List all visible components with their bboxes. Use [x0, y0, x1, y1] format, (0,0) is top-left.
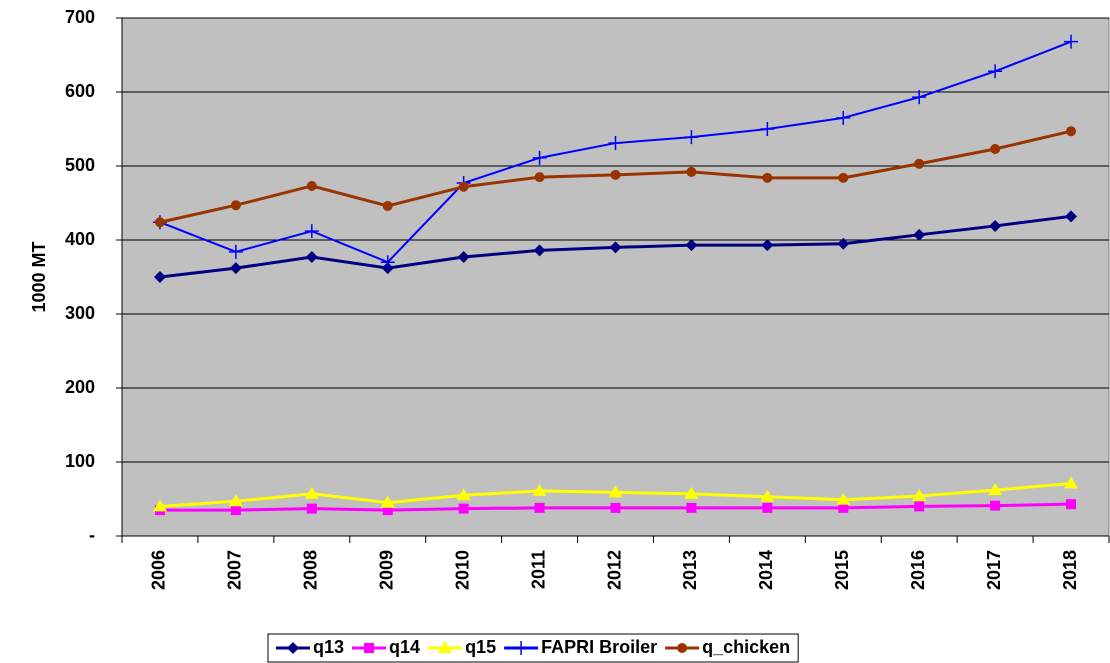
y-tick-label: 600 [65, 81, 95, 101]
data-point [838, 502, 849, 513]
y-tick-label: 700 [65, 7, 95, 27]
data-point [382, 505, 393, 516]
data-point [685, 239, 698, 252]
data-point [684, 130, 699, 145]
x-tick-label: 2007 [225, 550, 245, 590]
data-point [152, 499, 167, 512]
data-point [230, 200, 241, 211]
data-point [608, 485, 623, 498]
data-point [837, 237, 850, 250]
data-point [229, 262, 242, 275]
data-point [382, 200, 393, 211]
legend: q13 q14 q15 FAPRI Broiler q_chicken [267, 633, 799, 663]
data-point [912, 489, 927, 502]
data-point [1066, 499, 1077, 510]
y-tick-label: 300 [65, 303, 95, 323]
legend-marker [364, 643, 375, 653]
data-point [305, 251, 318, 264]
data-point [914, 158, 925, 169]
x-tick-label: 2017 [984, 550, 1004, 590]
data-point [990, 500, 1001, 511]
data-point [533, 244, 546, 257]
data-point [608, 136, 623, 151]
data-point [153, 271, 166, 283]
data-point [760, 122, 775, 136]
data-point [1064, 476, 1079, 489]
data-point [532, 483, 547, 496]
data-point [760, 489, 775, 502]
legend-label: q15 [465, 637, 496, 657]
data-point [228, 244, 243, 259]
data-point [380, 495, 395, 508]
data-point [532, 150, 547, 165]
legend-marker [514, 641, 529, 655]
data-point [609, 241, 622, 254]
data-point [458, 181, 469, 192]
legend-label: q13 [313, 637, 344, 657]
data-point [762, 502, 773, 513]
data-point [306, 503, 317, 514]
data-point [686, 502, 697, 513]
x-tick-label: 2014 [756, 550, 776, 590]
data-point [913, 228, 926, 241]
data-point [914, 501, 925, 512]
legend-marker [438, 641, 453, 653]
data-point [380, 255, 395, 270]
data-point [1065, 210, 1078, 223]
data-point [1064, 34, 1079, 49]
legend-label: FAPRI Broiler [541, 637, 657, 657]
data-point [228, 494, 243, 507]
data-point [988, 64, 1003, 79]
y-tick-label: 100 [65, 451, 95, 471]
data-point [534, 172, 545, 183]
data-point [912, 90, 927, 105]
data-point [761, 239, 774, 252]
y-tick-label: 500 [65, 155, 95, 175]
legend-label: q_chicken [702, 637, 790, 657]
x-tick-label: 2018 [1060, 550, 1080, 590]
legend-label: q14 [389, 637, 420, 657]
x-tick-label: 2006 [149, 550, 169, 590]
x-tick-label: 2015 [832, 550, 852, 590]
x-tick-label: 2011 [528, 550, 548, 589]
data-point [457, 251, 470, 264]
y-tick-label: 400 [65, 229, 95, 249]
data-point [610, 502, 621, 513]
data-point [304, 224, 319, 239]
data-point [836, 110, 851, 125]
plot-area [121, 17, 1110, 537]
y-tick-label: 200 [65, 377, 95, 397]
x-tick-label: 2016 [908, 550, 928, 590]
data-point [458, 503, 469, 514]
y-axis-label: 1000 MT [29, 241, 49, 312]
data-point [610, 169, 621, 180]
x-tick-label: 2009 [376, 550, 396, 590]
data-point [456, 488, 471, 501]
data-point [306, 180, 317, 191]
data-point [534, 502, 545, 513]
y-tick-label: - [89, 525, 95, 545]
data-point [990, 143, 1001, 154]
x-tick-label: 2012 [604, 550, 624, 590]
data-point [684, 486, 699, 499]
data-point [1066, 126, 1077, 137]
data-point [988, 483, 1003, 496]
data-point [762, 172, 773, 183]
legend-marker [677, 643, 688, 653]
data-point [304, 486, 319, 499]
data-point [838, 172, 849, 183]
x-tick-label: 2010 [452, 550, 472, 590]
legend-marker [287, 642, 299, 654]
data-point [230, 505, 241, 516]
data-point [989, 219, 1002, 232]
data-point [686, 166, 697, 177]
x-tick-label: 2013 [680, 550, 700, 590]
data-point [836, 492, 851, 505]
x-tick-label: 2008 [301, 550, 321, 590]
data-point [154, 217, 165, 228]
